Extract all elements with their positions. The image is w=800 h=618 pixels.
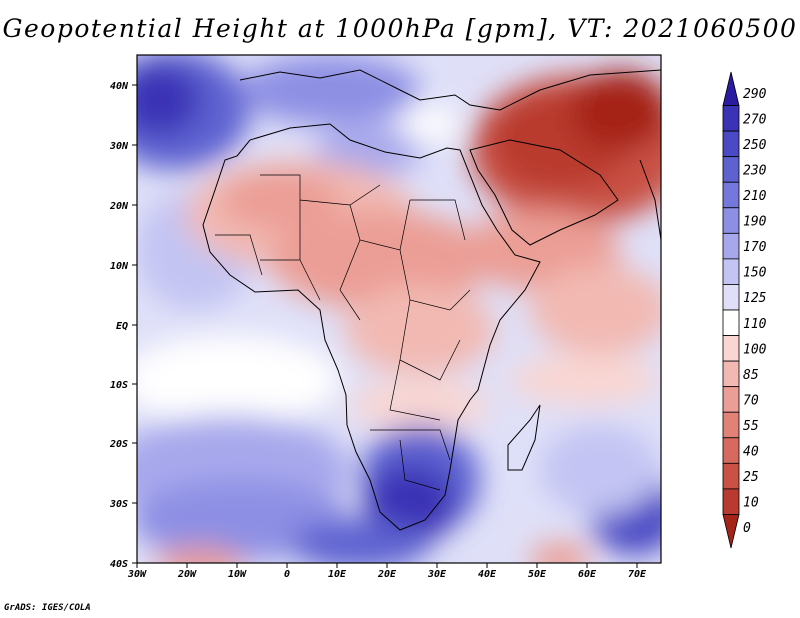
colorbar-swatch <box>722 309 740 336</box>
colorbar-label: 110 <box>743 317 767 332</box>
height-field <box>137 55 661 563</box>
colorbar-swatch <box>722 130 740 158</box>
colorbar-label: 210 <box>743 189 767 204</box>
colorbar-label: 85 <box>743 368 759 383</box>
colorbar-swatch <box>722 156 740 183</box>
colorbar-label: 170 <box>743 240 767 255</box>
lon-label: 60E <box>578 569 597 580</box>
lat-label: 40S <box>110 559 128 570</box>
colorbar-label: 290 <box>743 87 767 102</box>
colorbar-swatch <box>722 462 740 490</box>
colorbar-label: 0 <box>743 521 751 536</box>
colorbar-swatch <box>722 207 740 234</box>
lon-label: 30W <box>127 569 147 580</box>
colorbar-label: 40 <box>743 445 759 460</box>
map-title: Geopotential Height at 1000hPa [gpm], VT… <box>2 14 798 43</box>
colorbar: 2902702502302101901701501251101008570554… <box>722 71 767 549</box>
colorbar-swatch <box>722 71 740 106</box>
colorbar-swatch <box>722 258 740 285</box>
colorbar-swatch <box>722 105 740 132</box>
colorbar-label: 190 <box>743 215 767 230</box>
lat-label: EQ <box>116 321 128 332</box>
colorbar-swatch <box>722 437 740 464</box>
lat-label: 40N <box>110 81 129 92</box>
country-borders <box>215 174 471 491</box>
lon-label: 0 <box>284 569 290 580</box>
grads-credit: GrADS: IGES/COLA <box>4 603 91 613</box>
lon-label: 10E <box>328 569 347 580</box>
colorbar-swatch <box>722 284 740 311</box>
colorbar-swatch <box>722 488 740 515</box>
colorbar-label: 150 <box>743 266 767 281</box>
lon-label: 40E <box>478 569 497 580</box>
colorbar-swatch <box>722 335 740 362</box>
colorbar-swatch <box>722 514 740 549</box>
lon-labels: 30W 20W 10W 0 10E 20E 30E 40E 50E 60E 70… <box>127 569 647 580</box>
colorbar-swatch <box>722 360 740 388</box>
lon-label: 20E <box>377 569 397 580</box>
lat-label: 30S <box>109 499 128 510</box>
colorbar-label: 270 <box>743 112 767 127</box>
colorbar-label: 25 <box>743 470 759 485</box>
colorbar-swatch <box>722 411 740 439</box>
lon-label: 70E <box>628 569 647 580</box>
lat-label: 30N <box>109 141 129 152</box>
colorbar-label: 250 <box>743 138 767 153</box>
colorbar-swatch <box>722 181 740 209</box>
axis-ticks <box>132 84 638 568</box>
lon-label: 50E <box>528 569 547 580</box>
lon-label: 20W <box>177 569 197 580</box>
colorbar-swatch <box>722 232 740 260</box>
colorbar-label: 100 <box>743 342 767 357</box>
lat-label: 20S <box>109 439 128 450</box>
colorbar-label: 230 <box>743 163 767 178</box>
colorbar-label: 125 <box>743 291 767 306</box>
lon-label: 10W <box>228 569 247 580</box>
colorbar-label: 55 <box>743 419 759 434</box>
colorbar-swatch <box>722 386 740 413</box>
lat-label: 10S <box>110 380 128 391</box>
lat-label: 20N <box>109 201 129 212</box>
colorbar-label: 10 <box>743 496 759 511</box>
colorbar-label: 70 <box>743 393 759 408</box>
plot-frame <box>136 54 662 564</box>
coastlines <box>202 69 661 531</box>
lat-labels: 40N 30N 20N 10N EQ 10S 20S 30S 40S <box>109 81 129 570</box>
lat-label: 10N <box>110 261 129 272</box>
lon-label: 30E <box>427 569 447 580</box>
